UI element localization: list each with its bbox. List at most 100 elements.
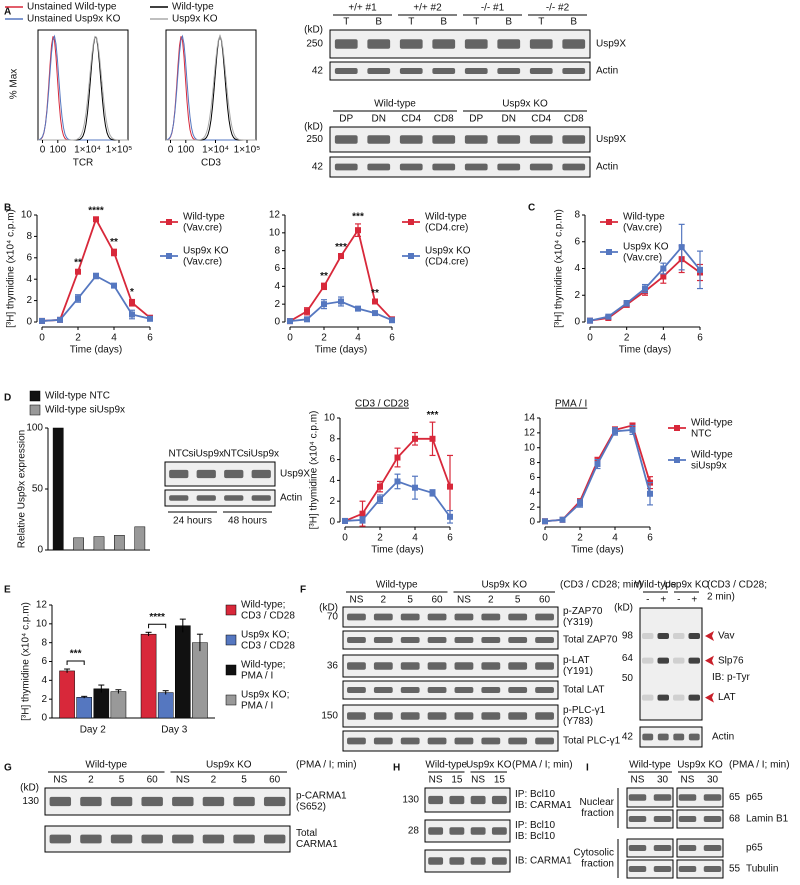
band [642, 633, 654, 639]
x-tick-label: 2 [577, 533, 583, 544]
band [508, 662, 528, 670]
data-point [389, 317, 395, 324]
annotation: **** [88, 205, 104, 216]
fraction-label: fraction [581, 859, 614, 870]
lane-label: DP [339, 114, 353, 125]
bar [93, 536, 105, 551]
annotation: *** [352, 212, 364, 223]
bar [52, 427, 64, 551]
data-point [304, 308, 310, 315]
group-label: Wild-type [374, 99, 416, 110]
x-axis-label: Time (days) [315, 345, 367, 356]
band [688, 657, 700, 664]
data-point [75, 295, 81, 302]
blot-label: IP: Bcl10 [515, 820, 555, 831]
lane-label: NS [176, 775, 190, 786]
y-tick-label: 0 [529, 517, 535, 528]
blot-label: p-LAT [563, 655, 590, 666]
bar [157, 692, 174, 719]
legend-label: Wild-type siUsp9x [691, 449, 735, 471]
lane-label: siUsp9x [243, 449, 279, 460]
lane-label: 60 [539, 595, 551, 606]
blot-frame [639, 607, 703, 721]
y-tick-label: 12 [524, 427, 536, 438]
lane-label: 2 [488, 595, 494, 606]
y-tick-label: 6 [274, 263, 280, 274]
band [491, 795, 507, 805]
lane-label: NS [681, 775, 695, 786]
blot-frame [676, 859, 724, 879]
band [432, 135, 456, 144]
y-tick-label: 2 [274, 299, 280, 310]
y-tick-label: 4 [26, 274, 32, 285]
data-point [587, 317, 593, 324]
band [508, 613, 528, 621]
legend-marker [674, 425, 680, 431]
kd-marker: 250 [306, 39, 323, 50]
data-point [321, 301, 327, 308]
band [678, 815, 697, 823]
annotation: *** [427, 410, 439, 421]
band [454, 662, 474, 670]
y-tick-label: 0 [574, 317, 580, 328]
band-label: Slp76 [718, 655, 744, 666]
band [481, 662, 501, 670]
condition-label: (CD3 / CD28; min) [560, 580, 642, 591]
condition-label: (PMA / I; min) [729, 760, 790, 771]
band [263, 834, 286, 844]
y-tick-label: 0 [26, 317, 32, 328]
panel-letter: E [4, 585, 11, 596]
y-tick-label: 2 [26, 295, 32, 306]
y-tick-label: 6 [529, 472, 535, 483]
data-point [605, 313, 612, 320]
lane-label: NS [457, 595, 471, 606]
lane-label: 5 [407, 595, 413, 606]
data-point [642, 285, 648, 292]
band [491, 857, 507, 865]
lane-label: 60 [147, 775, 159, 786]
band [367, 67, 391, 75]
band-label: Vav [718, 631, 735, 642]
x-axis-label: TCR [73, 158, 94, 169]
data-point [321, 283, 327, 290]
kd-marker: 28 [408, 826, 420, 837]
data-point [447, 513, 453, 520]
legend-label: Unstained Wild-type [27, 2, 117, 13]
blot-label: p-CARMA1 [296, 791, 347, 802]
data-point [57, 316, 63, 323]
band [497, 39, 521, 49]
y-tick-label: 50 [32, 484, 44, 495]
y-axis-label: [³H] thymidine (x10⁴ c.p.m) [309, 411, 320, 530]
data-point [287, 318, 293, 325]
band [202, 796, 225, 807]
lane-label: T [538, 17, 544, 28]
x-axis-label: Time (days) [619, 345, 671, 356]
x-tick-label: Day 2 [80, 725, 107, 736]
legend-swatch [225, 634, 237, 646]
band [449, 827, 465, 835]
x-tick-label: 4 [111, 333, 117, 344]
band [481, 636, 501, 644]
lane-label: DP [469, 114, 483, 125]
y-tick-label: 8 [274, 245, 280, 256]
blot-frame [626, 787, 674, 808]
lane-label: NS [471, 775, 485, 786]
lane-label: DN [372, 114, 386, 125]
legend-label: Wild-type (CD4.cre) [425, 211, 469, 233]
time-label: 24 hours [173, 516, 212, 527]
bar [140, 633, 157, 719]
y-tick-label: 8 [26, 231, 32, 242]
data-point [660, 265, 667, 272]
group-label: Wild-type [629, 760, 671, 771]
group-label: Wild-type [85, 760, 127, 771]
x-tick-label: 6 [647, 533, 653, 544]
band [508, 636, 528, 644]
bar [73, 537, 84, 551]
band [196, 495, 216, 501]
y-tick-label: 0 [274, 317, 280, 328]
y-tick-label: 10 [324, 413, 336, 424]
data-point [355, 305, 361, 312]
blot-label: (S652) [296, 802, 326, 813]
band [347, 686, 366, 694]
blot-label: Total PLC-γ1 [563, 736, 621, 747]
